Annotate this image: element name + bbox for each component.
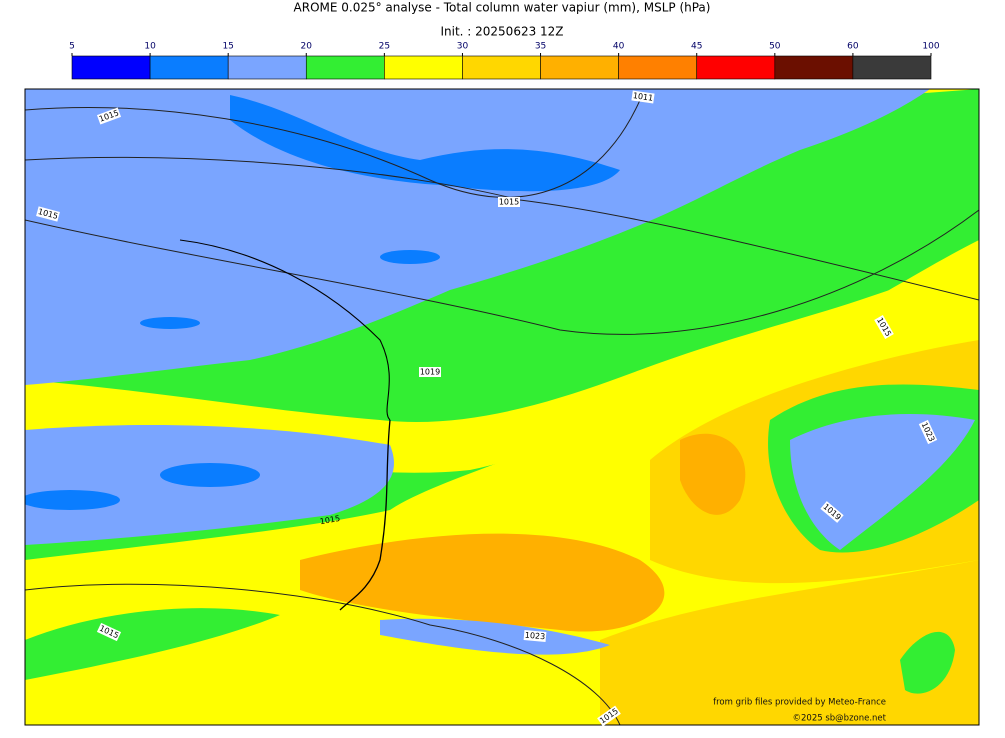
- field-orange: [680, 433, 746, 515]
- coastline: [179, 239, 391, 421]
- isobar-label-bg: [820, 501, 844, 523]
- isobar-label-bg: [597, 705, 621, 727]
- isobar-label: 1015: [499, 198, 519, 207]
- isobar-label-bg: [96, 107, 122, 125]
- field-orange: [300, 533, 665, 632]
- isobar-label-bg: [96, 622, 122, 642]
- isobar-label: 1019: [420, 368, 440, 377]
- coastline: [339, 419, 391, 611]
- colorbar-segment: [149, 55, 229, 80]
- colorbar-tick-label: 40: [613, 42, 625, 52]
- isobar-label-bg: [419, 367, 441, 377]
- field-gold: [600, 560, 979, 725]
- field-blue: [380, 250, 440, 264]
- colorbar-segment: [696, 55, 776, 80]
- isobar-label-group: 1019: [419, 367, 441, 377]
- colorbar-segment: [305, 55, 385, 80]
- colorbar-tick-label: 45: [691, 42, 702, 52]
- colorbar-tick-label: 20: [301, 42, 313, 52]
- colorbar-segment: [774, 55, 854, 80]
- isobar-label-bg: [918, 419, 938, 445]
- colorbar-segment: [71, 55, 151, 80]
- colorbar-segment: [462, 55, 541, 80]
- isobar-label-group: 1015: [498, 197, 520, 207]
- colorbar-tick-label: 25: [379, 42, 390, 52]
- field-blue: [230, 95, 620, 192]
- isobar-label-bg: [36, 206, 60, 222]
- colorbar-segment: [384, 55, 463, 80]
- colorbar-segment: [227, 55, 307, 80]
- field-blue: [140, 317, 200, 329]
- colorbar-tick-label: 50: [769, 42, 781, 52]
- field-yellow-band: [25, 260, 979, 473]
- isobar-label-bg: [498, 197, 520, 207]
- init-time: Init. : 20250623 12Z: [440, 25, 563, 39]
- isobar-label-group: 1023: [523, 630, 547, 642]
- map: [25, 89, 979, 725]
- map-frame: [24, 88, 980, 726]
- isobar-label-group: 1015: [36, 206, 60, 222]
- colorbar-tick-label: 35: [535, 42, 546, 52]
- field-green: [900, 631, 955, 694]
- colorbar-tick-label: 15: [222, 42, 233, 52]
- isobar-label: 1023: [524, 631, 545, 642]
- isobar-label-bg: [523, 630, 547, 642]
- colorbar-tick-label: 100: [922, 42, 939, 52]
- isobar: [25, 99, 641, 198]
- credit: ©2025 sb@bzone.net: [793, 714, 887, 724]
- isobar: [25, 209, 979, 335]
- isobar-label-group: 1011: [631, 90, 655, 104]
- colorbar-tick-label: 30: [457, 42, 469, 52]
- isobar-label: 1015: [319, 514, 341, 526]
- credit: from grib files provided by Meteo-France: [713, 698, 886, 708]
- field-lightblue: [25, 89, 930, 385]
- colorbar-segment: [618, 55, 698, 80]
- colorbar-tick-label: 5: [69, 42, 75, 52]
- field-blue: [160, 463, 260, 487]
- colorbar-segment: [540, 55, 619, 80]
- isobar-label: 1011: [632, 91, 653, 103]
- colorbar-tick-label: 10: [144, 42, 156, 52]
- isobar-label-bg: [874, 314, 894, 340]
- colorbar-tick-label: 60: [847, 42, 859, 52]
- field-lightblue: [380, 618, 610, 655]
- field-blue: [25, 490, 120, 510]
- isobar-label-bg: [631, 90, 655, 104]
- title: AROME 0.025° analyse - Total column wate…: [294, 1, 711, 15]
- colorbar: 5 10 15 20 25 30 35 40 45 50 60 100: [69, 42, 940, 80]
- field-green: [25, 608, 280, 680]
- isobar: [25, 583, 621, 725]
- colorbar-segment: [852, 55, 932, 80]
